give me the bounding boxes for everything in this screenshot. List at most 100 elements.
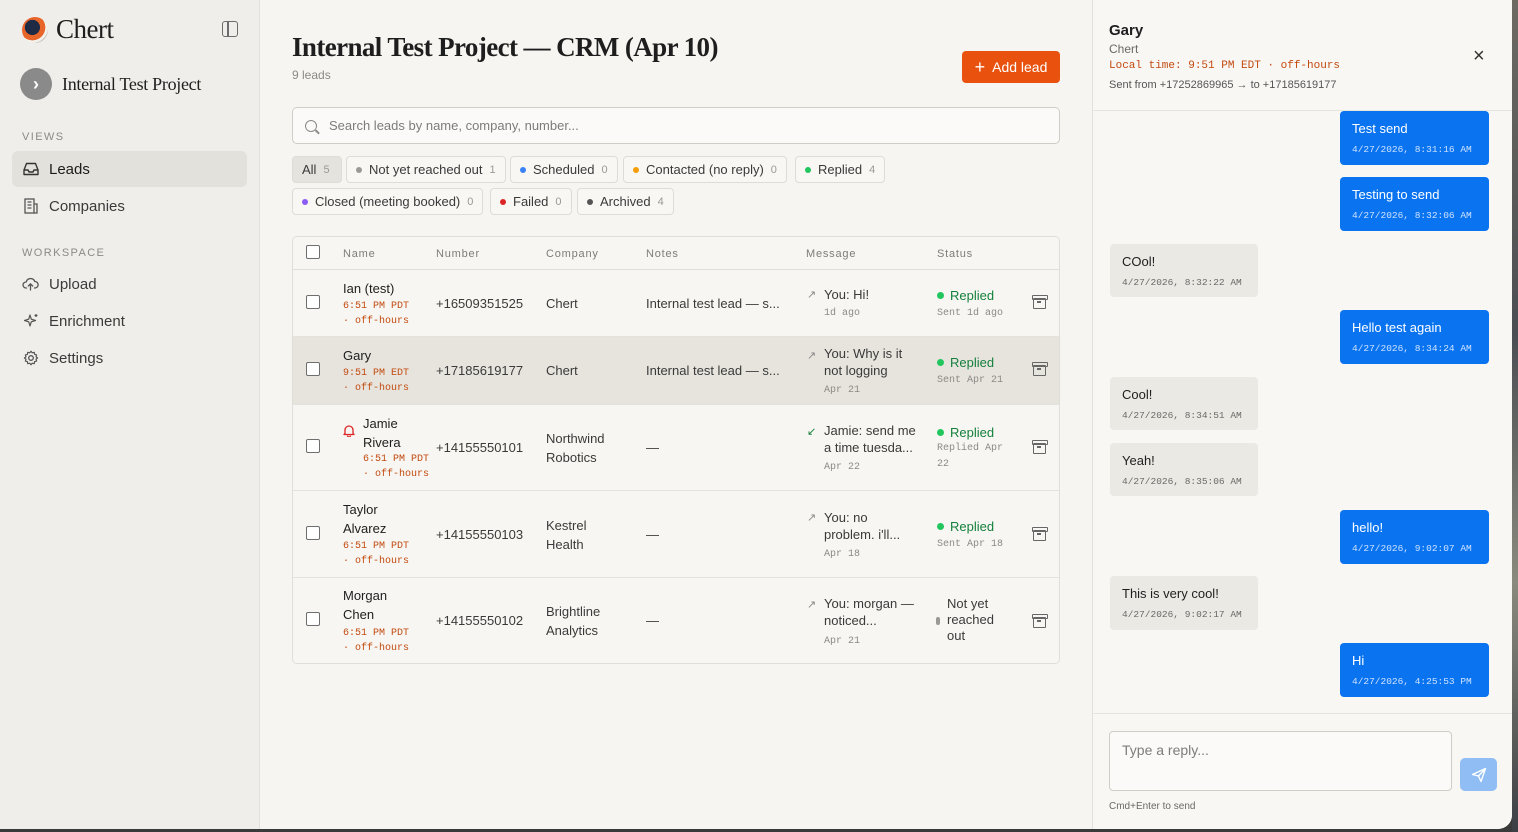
message-time: 4/27/2026, 8:34:24 AM — [1352, 343, 1472, 354]
select-all-checkbox[interactable] — [306, 245, 320, 259]
sidebar-collapse-icon[interactable] — [222, 21, 238, 37]
outgoing-arrow-icon: ↗ — [807, 289, 817, 301]
archive-icon[interactable] — [1032, 295, 1048, 309]
sidebar-item-upload[interactable]: Upload — [12, 266, 247, 302]
lead-last-message: You: Hi! — [824, 287, 870, 302]
conversation-header: Gary Chert Local time: 9:51 PM EDT · off… — [1093, 0, 1512, 111]
filter-count: 4 — [869, 163, 876, 176]
outgoing-arrow-icon: ↗ — [807, 599, 817, 611]
search-input[interactable] — [329, 118, 1029, 133]
message-text: Testing to send — [1352, 187, 1440, 202]
column-header-company[interactable]: Company — [546, 248, 599, 260]
filter-label: Not yet reached out — [369, 162, 483, 177]
filter-all[interactable]: All 5 — [292, 156, 342, 183]
status-dot — [587, 198, 593, 205]
column-header-number[interactable]: Number — [436, 248, 480, 260]
lead-name[interactable]: Gary — [343, 348, 372, 363]
lead-name[interactable]: Jamie Rivera — [363, 416, 401, 450]
filter-not-yet-reached-out[interactable]: Not yet reached out 1 — [346, 156, 506, 183]
filter-closed[interactable]: Closed (meeting booked) 0 — [292, 188, 484, 215]
message-bubble-incoming: Cool! 4/27/2026, 8:34:51 AM — [1110, 377, 1258, 430]
sidebar-item-companies[interactable]: Companies — [12, 188, 247, 224]
message-time: 4/27/2026, 8:31:16 AM — [1352, 144, 1472, 155]
filter-label: Archived — [600, 194, 651, 209]
bell-icon — [343, 424, 355, 440]
gear-icon — [22, 350, 39, 367]
row-checkbox[interactable] — [306, 295, 320, 309]
row-checkbox[interactable] — [306, 362, 320, 376]
project-switcher[interactable]: › Internal Test Project — [20, 68, 201, 100]
lead-notes: Internal test lead — s... — [646, 363, 780, 378]
leads-table: Name Number Company Notes Message Status… — [292, 236, 1060, 664]
contact-company: Chert — [1109, 42, 1139, 56]
message-text: Test send — [1352, 121, 1408, 136]
lead-number: +16509351525 — [436, 296, 524, 311]
contact-local-time: Local time: 9:51 PM EDT · off-hours — [1109, 60, 1341, 72]
lead-local-time: 6:51 PM PDT — [343, 301, 410, 312]
status-badge: Replied — [937, 353, 994, 372]
sidebar-item-settings[interactable]: Settings — [12, 340, 247, 376]
message-time: 4/27/2026, 8:34:51 AM — [1122, 410, 1242, 421]
archive-icon[interactable] — [1032, 614, 1048, 628]
workspace-section-label: WORKSPACE — [22, 247, 106, 259]
table-row[interactable]: Ian (test) 6:51 PM PDT · off-hours +1650… — [293, 270, 1059, 337]
lead-off-hours: · off-hours — [343, 556, 410, 567]
lead-name[interactable]: Morgan Chen — [343, 588, 388, 622]
building-icon — [22, 198, 39, 215]
lead-local-time: 6:51 PM PDT — [343, 541, 410, 552]
table-row[interactable]: Taylor Alvarez 6:51 PM PDT · off-hours +… — [293, 491, 1059, 578]
row-checkbox[interactable] — [306, 526, 320, 540]
send-button[interactable] — [1460, 758, 1497, 791]
column-header-name[interactable]: Name — [343, 248, 376, 260]
lead-off-hours: · off-hours — [363, 469, 430, 480]
filter-failed[interactable]: Failed 0 — [490, 188, 572, 215]
sidebar-item-leads[interactable]: Leads — [12, 151, 247, 187]
lead-name[interactable]: Taylor Alvarez — [343, 502, 387, 536]
sidebar: Chert › Internal Test Project VIEWS Lead… — [0, 0, 260, 829]
sparkle-icon — [22, 313, 39, 330]
filter-archived[interactable]: Archived 4 — [577, 188, 674, 215]
status-meta: Sent 1d ago — [937, 308, 1004, 319]
archive-icon[interactable] — [1032, 527, 1048, 541]
lead-last-message: You: morgan — noticed... — [824, 596, 914, 628]
column-header-status[interactable]: Status — [937, 248, 973, 260]
filter-count: 5 — [323, 163, 330, 176]
sidebar-item-enrichment[interactable]: Enrichment — [12, 303, 247, 339]
add-lead-button[interactable]: + Add lead — [962, 51, 1060, 83]
lead-name[interactable]: Ian (test) — [343, 281, 395, 296]
table-row[interactable]: Gary 9:51 PM EDT · off-hours +1718561917… — [293, 337, 1059, 405]
page-title: Internal Test Project — CRM (Apr 10) — [292, 32, 718, 62]
brand[interactable]: Chert — [22, 14, 114, 45]
table-row[interactable]: Morgan Chen 6:51 PM PDT · off-hours +141… — [293, 578, 1059, 663]
message-text: Cool! — [1122, 387, 1153, 402]
filter-scheduled[interactable]: Scheduled 0 — [510, 156, 618, 183]
filter-contacted[interactable]: Contacted (no reply) 0 — [623, 156, 787, 183]
filter-label: Contacted (no reply) — [646, 162, 764, 177]
lead-local-time: 9:51 PM EDT — [343, 368, 410, 379]
lead-company: Kestrel Health — [546, 518, 587, 552]
column-header-message[interactable]: Message — [806, 248, 857, 260]
lead-off-hours: · off-hours — [343, 316, 410, 327]
message-bubble-outgoing: hello! 4/27/2026, 9:02:07 AM — [1340, 510, 1489, 564]
row-checkbox[interactable] — [306, 439, 320, 453]
status-dot — [937, 523, 944, 530]
table-row[interactable]: Jamie Rivera 6:51 PM PDT · off-hours +14… — [293, 405, 1059, 491]
message-text: COol! — [1122, 254, 1156, 269]
lead-company: Chert — [546, 363, 578, 378]
sidebar-item-label: Upload — [49, 275, 97, 293]
message-text: Yeah! — [1122, 453, 1155, 468]
outgoing-arrow-icon: ↗ — [807, 512, 817, 524]
incoming-arrow-icon: ↙ — [807, 426, 817, 438]
background-strip — [1512, 0, 1518, 832]
archive-icon[interactable] — [1032, 440, 1048, 454]
status-dot — [937, 292, 944, 299]
lead-local-time: 6:51 PM PDT — [363, 454, 430, 465]
filter-replied[interactable]: Replied 4 — [795, 156, 886, 183]
column-header-notes[interactable]: Notes — [646, 248, 679, 260]
add-lead-label: Add lead — [992, 59, 1048, 75]
close-icon[interactable]: × — [1473, 45, 1485, 67]
reply-input[interactable] — [1109, 731, 1452, 791]
row-checkbox[interactable] — [306, 612, 320, 626]
archive-icon[interactable] — [1032, 362, 1048, 376]
